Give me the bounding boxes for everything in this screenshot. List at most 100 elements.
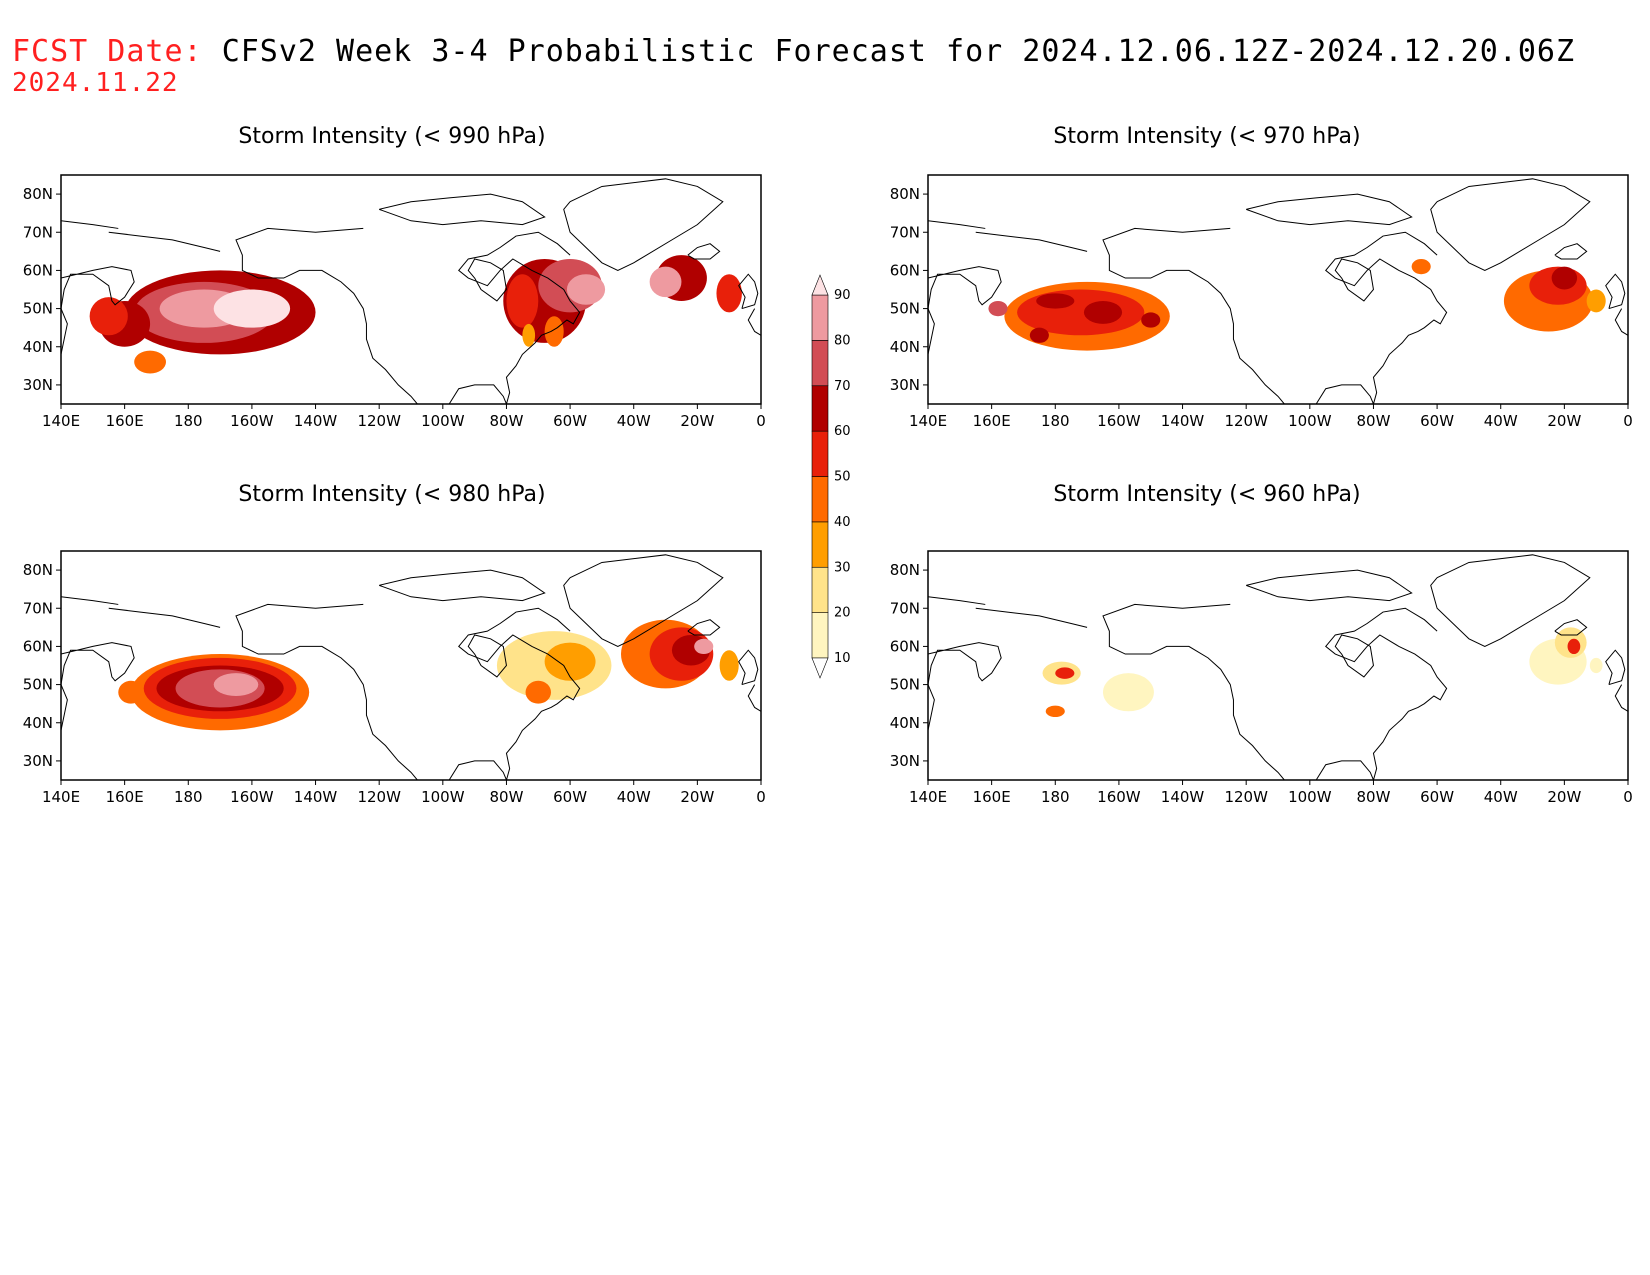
lat-tick-label: 80N [23,561,53,579]
probability-blob [1045,705,1065,718]
lat-tick-label: 70N [890,223,920,241]
lon-tick-label: 80W [489,788,523,806]
fcst-date-value: 2024.11.22 [12,68,179,98]
panel-title-970: Storm Intensity (< 970 hPa) [1053,124,1361,149]
lat-tick-label: 50N [23,676,53,694]
coastline [235,227,418,404]
lon-tick-label: 0 [756,788,766,806]
probability-blob [716,274,742,313]
colorbar-swatch [811,385,829,432]
map-panel-990: 140E 160E 180 160W 140W 120W 100W 80W 60W 40W 20W 0… [23,174,766,430]
lon-tick-label: 160W [1097,412,1141,430]
panel-title-960: Storm Intensity (< 960 hPa) [1053,482,1361,507]
panel-title-990: Storm Intensity (< 990 hPa) [238,124,546,149]
coastline [1246,569,1413,602]
coastline [1430,554,1591,647]
coastline [687,619,721,636]
probability-blob [1551,266,1578,290]
lat-tick-label: 30N [890,376,920,394]
probability-blob [719,650,739,681]
coastline [1102,227,1285,404]
colorbar-top-triangle [811,274,829,296]
lat-tick-label: 80N [23,185,53,203]
coastline [687,243,721,260]
coastline [235,603,418,780]
coastline [563,178,724,271]
forecast-title: CFSv2 Week 3-4 Probabilistic Forecast fo… [221,34,1576,69]
colorbar-tick-label: 30 [834,560,851,575]
probability-blob [522,323,536,347]
colorbar-bottom-triangle [811,657,829,679]
lon-tick-label: 60W [1420,412,1454,430]
map-panel-980: 140E 160E 180 160W 140W 120W 100W 80W 60W 40W 20W 0… [23,550,766,806]
probability-blob [1103,673,1154,712]
lat-tick-label: 30N [23,752,53,770]
coastline [1334,258,1374,302]
lon-tick-label: 40W [1484,412,1518,430]
coastline [563,554,724,647]
lat-tick-label: 40N [890,714,920,732]
lon-tick-label: 160E [973,788,1011,806]
lon-tick-label: 160W [230,412,274,430]
colorbar-swatch [811,294,829,341]
probability-blob [89,297,128,336]
probability-blob [1589,657,1603,674]
probability-blob [1036,293,1075,309]
lat-tick-label: 60N [890,637,920,655]
lat-tick-label: 40N [23,338,53,356]
coastline [975,231,1088,252]
lat-tick-label: 50N [890,300,920,318]
coastline [108,607,221,628]
colorbar-tick-label: 50 [834,470,851,485]
coastline [61,220,119,229]
colorbar-swatch [811,566,829,613]
lon-tick-label: 100W [1288,412,1332,430]
lon-tick-label: 100W [1288,788,1332,806]
lat-tick-label: 60N [890,261,920,279]
probability-blob [525,680,551,704]
colorbar-tick-label: 80 [834,333,851,348]
colorbar-tick-label: 40 [834,515,851,530]
lon-tick-label: 140E [42,788,80,806]
coastline [928,596,986,605]
probability-blob [1055,667,1075,679]
colorbar-swatch [811,340,829,387]
lat-tick-label: 70N [23,599,53,617]
lon-tick-label: 20W [1547,412,1581,430]
probability-blob [118,680,144,704]
map-frame [927,174,1629,405]
coastline [1554,619,1588,636]
probability-blob [1567,638,1581,655]
lat-tick-label: 50N [890,676,920,694]
lon-tick-label: 80W [1356,412,1390,430]
lon-tick-label: 120W [357,412,401,430]
coastline [1605,273,1626,310]
coastline [1102,603,1285,780]
probability-blob [213,289,291,328]
coastline [928,266,1002,366]
probability-blob [544,642,596,681]
lon-tick-label: 140E [909,412,947,430]
coastline [379,569,546,602]
lat-tick-label: 60N [23,261,53,279]
map-panel-960: 140E 160E 180 160W 140W 120W 100W 80W 60W 40W 20W 0… [890,550,1633,806]
lon-tick-label: 180 [1041,788,1070,806]
coastline [928,642,1002,742]
lon-tick-label: 0 [1623,788,1633,806]
coastline [1614,308,1628,336]
probability-blob [694,638,714,655]
lon-tick-label: 160E [106,412,144,430]
map-frame [927,550,1629,781]
lon-tick-label: 140E [42,412,80,430]
lon-tick-label: 180 [1041,412,1070,430]
lon-tick-label: 120W [1224,412,1268,430]
lon-tick-label: 160E [973,412,1011,430]
lat-tick-label: 30N [890,752,920,770]
coastline [1334,634,1374,678]
coastline [738,273,759,310]
coastline [448,607,581,780]
probability-blob [988,300,1008,317]
coastline [1554,243,1588,260]
colorbar-swatch [811,612,829,659]
